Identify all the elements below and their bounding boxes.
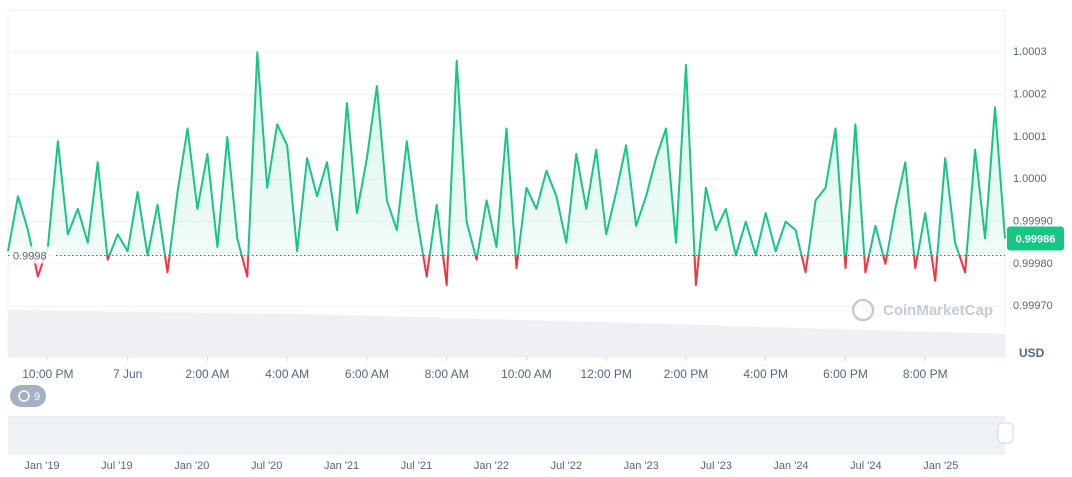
x-tick-label: 10:00 AM [501, 367, 552, 381]
x-tick-label: 10:00 PM [22, 367, 73, 381]
x-tick-label: 2:00 AM [185, 367, 229, 381]
baseline-label-bg [10, 246, 56, 264]
navigator-label: Jan '24 [773, 460, 808, 472]
watermark: CoinMarketCap [851, 298, 993, 322]
y-tick-label: 0.99990 [1013, 215, 1053, 227]
watermark-text: CoinMarketCap [883, 302, 993, 319]
navigator-label: Jan '19 [24, 460, 59, 472]
x-tick-label: 8:00 PM [903, 367, 948, 381]
history-badge[interactable]: 9 [10, 385, 46, 407]
navigator-label: Jan '21 [324, 460, 359, 472]
navigator-label: Jul '23 [700, 460, 731, 472]
navigator-label: Jul '19 [101, 460, 132, 472]
x-tick-label: 4:00 PM [743, 367, 788, 381]
x-tick-label: 6:00 AM [345, 367, 389, 381]
price-line-up [7, 51, 1006, 256]
y-tick-label: 1.0001 [1013, 131, 1047, 143]
y-tick-label: 1.0000 [1013, 173, 1047, 185]
currency-label: USD [1019, 346, 1045, 360]
x-tick-label: 6:00 PM [823, 367, 868, 381]
x-tick-label: 7 Jun [113, 367, 142, 381]
navigator[interactable] [8, 417, 1005, 455]
y-tick-label: 1.0003 [1013, 46, 1047, 58]
navigator-handle[interactable] [997, 422, 1014, 444]
navigator-label: Jul '20 [251, 460, 282, 472]
navigator-label: Jul '24 [850, 460, 881, 472]
navigator-label: Jul '21 [401, 460, 432, 472]
history-count: 9 [34, 391, 40, 403]
volume-area [8, 310, 1005, 357]
y-tick-label: 0.99970 [1013, 300, 1053, 312]
navigator-label: Jan '23 [624, 460, 659, 472]
baseline-label: 0.9998 [13, 250, 47, 262]
y-tick-label: 1.0002 [1013, 89, 1047, 101]
navigator-label: Jan '22 [474, 460, 509, 472]
y-tick-label: 0.99980 [1013, 258, 1053, 270]
x-tick-label: 4:00 AM [265, 367, 309, 381]
navigator-label: Jan '20 [174, 460, 209, 472]
navigator-label: Jul '22 [551, 460, 582, 472]
x-tick-label: 8:00 AM [425, 367, 469, 381]
current-price-tag [1007, 226, 1064, 251]
x-tick-label: 2:00 PM [664, 367, 709, 381]
current-price-label: 0.99986 [1016, 233, 1056, 245]
area-up [8, 52, 1005, 256]
x-tick-label: 12:00 PM [581, 367, 632, 381]
navigator-label: Jan '25 [923, 460, 958, 472]
